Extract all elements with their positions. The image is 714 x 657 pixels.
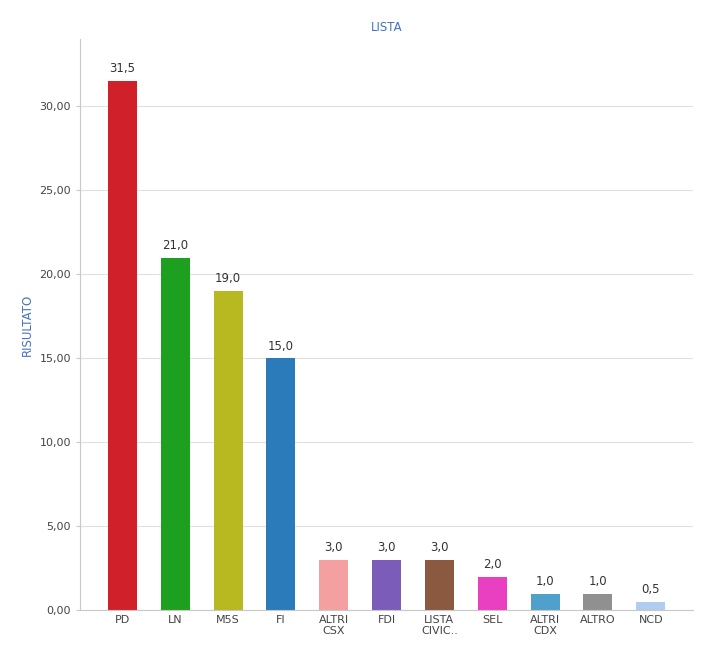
Text: 31,5: 31,5 (109, 62, 136, 76)
Bar (531, 593, 560, 610)
Text: 0,5: 0,5 (641, 583, 660, 596)
Text: 19,0: 19,0 (215, 272, 241, 285)
Bar (266, 358, 296, 610)
Text: 2,0: 2,0 (483, 558, 501, 571)
Bar (636, 602, 665, 610)
Bar (213, 291, 243, 610)
Text: 21,0: 21,0 (162, 238, 188, 252)
Bar (319, 560, 348, 610)
Text: 15,0: 15,0 (268, 340, 294, 353)
Text: 1,0: 1,0 (536, 575, 554, 588)
Text: 1,0: 1,0 (588, 575, 607, 588)
Bar (161, 258, 190, 610)
Title: LISTA: LISTA (371, 21, 403, 34)
Text: 3,0: 3,0 (431, 541, 448, 554)
Bar (425, 560, 454, 610)
Bar (478, 577, 507, 610)
Bar (372, 560, 401, 610)
Text: 3,0: 3,0 (325, 541, 343, 554)
Text: 3,0: 3,0 (378, 541, 396, 554)
Bar (108, 81, 137, 610)
Y-axis label: RISULTATO: RISULTATO (21, 294, 34, 356)
Bar (583, 593, 613, 610)
